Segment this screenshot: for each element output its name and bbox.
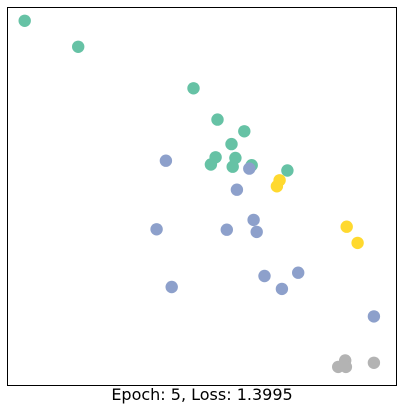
data-point <box>18 14 31 27</box>
data-point <box>243 162 256 175</box>
data-point <box>270 180 284 193</box>
data-point <box>238 125 251 138</box>
data-point <box>187 82 200 95</box>
data-point <box>275 282 289 296</box>
epoch-loss-caption: Epoch: 5, Loss: 1.3995 <box>111 385 293 404</box>
plot-frame <box>7 7 397 386</box>
data-point <box>247 213 260 227</box>
data-point <box>226 160 239 173</box>
data-point <box>220 223 233 236</box>
data-point <box>367 356 381 369</box>
data-point <box>281 164 294 177</box>
data-point <box>258 269 271 283</box>
data-point <box>72 40 85 53</box>
data-point <box>150 223 163 236</box>
data-point <box>225 137 238 151</box>
data-point <box>292 266 305 279</box>
data-point <box>339 360 353 374</box>
data-point <box>230 183 244 196</box>
data-point <box>204 158 218 171</box>
data-point <box>340 220 353 233</box>
data-point <box>211 113 224 126</box>
data-point <box>159 154 173 167</box>
data-point <box>367 310 381 323</box>
points-layer <box>18 14 381 374</box>
data-point <box>351 236 364 250</box>
data-point <box>250 225 263 239</box>
data-point <box>165 280 178 294</box>
